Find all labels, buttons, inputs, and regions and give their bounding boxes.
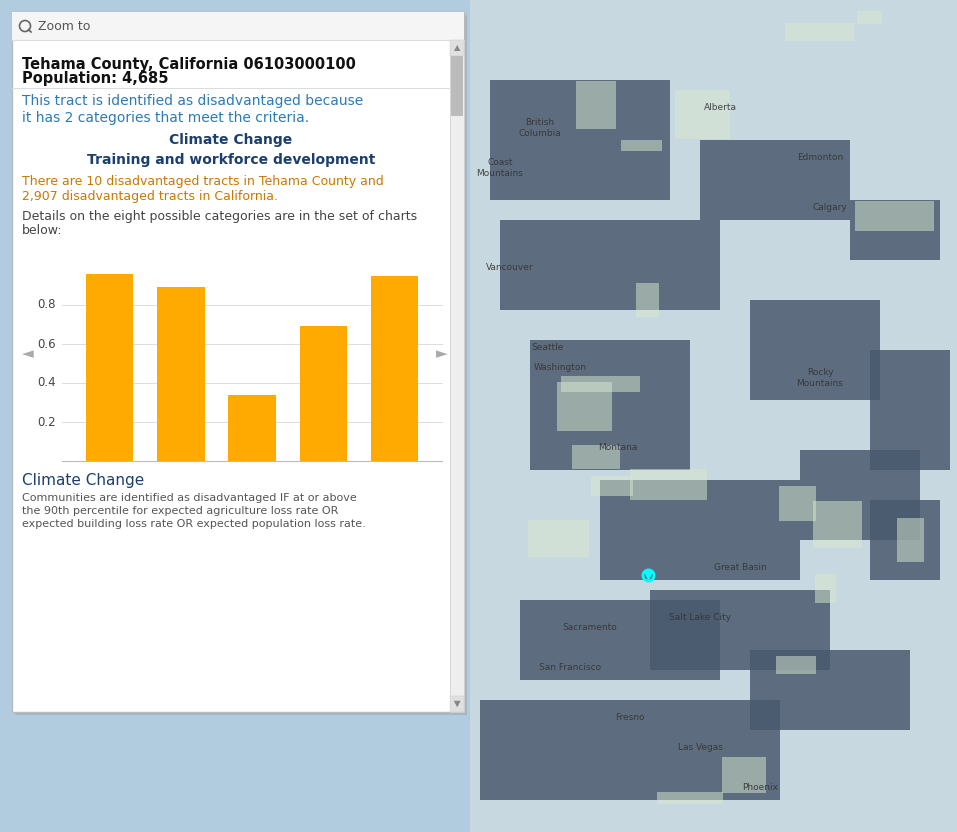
Bar: [779, 486, 816, 521]
Bar: [12, 12, 464, 40]
Text: Tehama County, California 06103000100: Tehama County, California 06103000100: [22, 57, 356, 72]
Bar: [450, 40, 464, 712]
Text: Communities are identified as disadvantaged IF at or above: Communities are identified as disadvanta…: [22, 493, 357, 503]
Bar: [700, 140, 850, 220]
Bar: [12, 12, 464, 712]
Bar: [370, 275, 418, 461]
Bar: [229, 394, 276, 461]
Bar: [600, 480, 800, 580]
Bar: [815, 574, 836, 603]
Bar: [15, 15, 467, 715]
Bar: [557, 382, 612, 431]
Text: Training and workforce development: Training and workforce development: [87, 153, 375, 167]
Bar: [480, 700, 780, 800]
Text: Climate Change: Climate Change: [169, 133, 293, 147]
Text: British
Columbia: British Columbia: [519, 118, 562, 138]
Text: ►: ►: [436, 346, 448, 361]
Bar: [561, 376, 640, 392]
Text: This tract is identified as disadvantaged because: This tract is identified as disadvantage…: [22, 94, 364, 108]
Text: Population: 4,685: Population: 4,685: [22, 71, 168, 86]
Text: Details on the eight possible categories are in the set of charts: Details on the eight possible categories…: [22, 210, 417, 223]
Text: Alberta: Alberta: [703, 103, 737, 112]
Bar: [572, 445, 620, 469]
Text: Great Basin: Great Basin: [714, 563, 767, 572]
Bar: [813, 501, 862, 548]
Bar: [520, 600, 720, 680]
Text: below:: below:: [22, 224, 62, 237]
Text: Washington: Washington: [533, 364, 587, 373]
Text: San Francisco: San Francisco: [539, 663, 601, 672]
Text: Vancouver: Vancouver: [486, 264, 534, 273]
Text: 0.8: 0.8: [37, 299, 56, 311]
Text: expected building loss rate OR expected population loss rate.: expected building loss rate OR expected …: [22, 519, 366, 529]
Bar: [675, 90, 730, 139]
Text: Sacramento: Sacramento: [563, 623, 617, 632]
Bar: [722, 757, 766, 793]
Bar: [897, 518, 924, 562]
Bar: [750, 300, 880, 400]
Bar: [621, 140, 662, 151]
Bar: [470, 0, 957, 832]
Text: ▼: ▼: [454, 700, 460, 709]
Bar: [870, 500, 940, 580]
Bar: [591, 476, 633, 496]
Bar: [490, 80, 670, 200]
Bar: [450, 40, 464, 56]
Text: ▲: ▲: [454, 43, 460, 52]
Text: There are 10 disadvantaged tracts in Tehama County and: There are 10 disadvantaged tracts in Teh…: [22, 175, 384, 188]
Bar: [850, 200, 940, 260]
Text: Edmonton: Edmonton: [797, 153, 843, 162]
Bar: [750, 650, 910, 730]
Text: Las Vegas: Las Vegas: [678, 744, 723, 752]
Bar: [500, 220, 720, 310]
Bar: [530, 340, 690, 470]
Bar: [857, 11, 882, 24]
Text: 0.2: 0.2: [37, 415, 56, 428]
Bar: [450, 696, 464, 712]
Text: ◄: ◄: [22, 346, 33, 361]
Text: 0.4: 0.4: [37, 377, 56, 389]
Bar: [300, 326, 347, 461]
Bar: [636, 283, 659, 317]
Text: Coast
Mountains: Coast Mountains: [477, 158, 523, 178]
Bar: [657, 792, 723, 804]
Text: ▼: ▼: [454, 700, 460, 709]
Text: the 90th percentile for expected agriculture loss rate OR: the 90th percentile for expected agricul…: [22, 506, 339, 516]
Text: Fresno: Fresno: [615, 714, 645, 722]
Text: Phoenix: Phoenix: [742, 784, 778, 793]
Text: Salt Lake City: Salt Lake City: [669, 613, 731, 622]
Text: Seattle: Seattle: [532, 344, 565, 353]
Bar: [528, 520, 589, 557]
Bar: [776, 656, 816, 674]
Bar: [576, 81, 616, 129]
Bar: [785, 23, 854, 41]
Bar: [855, 201, 934, 231]
Bar: [870, 350, 950, 470]
Bar: [451, 56, 463, 116]
Text: 0.6: 0.6: [37, 338, 56, 350]
Text: Calgary: Calgary: [812, 204, 847, 212]
Text: 2,907 disadvantaged tracts in California.: 2,907 disadvantaged tracts in California…: [22, 190, 278, 203]
Text: it has 2 categories that meet the criteria.: it has 2 categories that meet the criter…: [22, 111, 309, 125]
Bar: [650, 590, 830, 670]
Text: Rocky
Mountains: Rocky Mountains: [796, 369, 843, 388]
Bar: [86, 274, 133, 461]
Text: Climate Change: Climate Change: [22, 473, 145, 488]
Bar: [800, 450, 920, 540]
Bar: [157, 287, 205, 461]
Bar: [630, 469, 707, 500]
Text: Montana: Montana: [598, 443, 637, 453]
Text: Zoom to: Zoom to: [38, 19, 90, 32]
